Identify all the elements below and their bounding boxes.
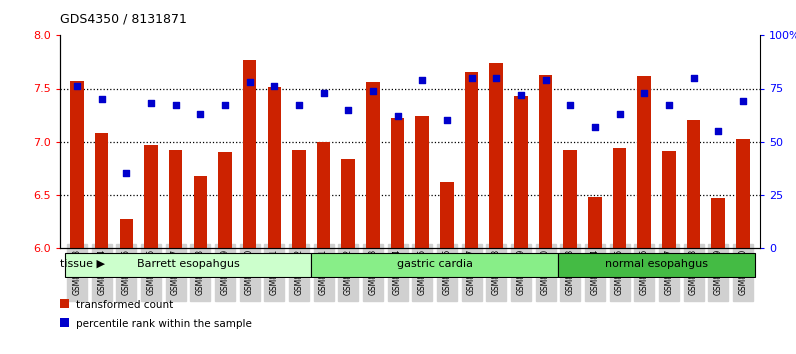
Bar: [558, 253, 755, 276]
Bar: [218, 152, 232, 248]
Point: [293, 103, 306, 108]
Point: [736, 98, 749, 104]
Bar: [243, 60, 256, 248]
Point: [392, 113, 404, 119]
Bar: [64, 253, 311, 276]
Point: [367, 88, 380, 93]
Bar: [341, 159, 355, 248]
Point: [588, 124, 601, 130]
Text: normal esopahgus: normal esopahgus: [605, 259, 708, 269]
Point: [465, 75, 478, 81]
Text: GDS4350 / 8131871: GDS4350 / 8131871: [60, 12, 186, 25]
Bar: [169, 150, 182, 248]
Point: [539, 77, 552, 83]
Point: [71, 84, 84, 89]
Bar: [465, 72, 478, 248]
Bar: [267, 87, 281, 248]
Bar: [736, 139, 750, 248]
Bar: [366, 82, 380, 248]
Point: [170, 103, 182, 108]
Point: [613, 111, 626, 117]
Bar: [193, 176, 207, 248]
Bar: [687, 120, 700, 248]
Bar: [95, 133, 108, 248]
Text: Barrett esopahgus: Barrett esopahgus: [137, 259, 240, 269]
Point: [342, 107, 355, 113]
Text: tissue ▶: tissue ▶: [60, 259, 105, 269]
Bar: [311, 253, 558, 276]
Bar: [662, 151, 676, 248]
Point: [244, 79, 256, 85]
Point: [416, 77, 428, 83]
Bar: [514, 96, 528, 248]
Point: [662, 103, 675, 108]
Point: [712, 128, 724, 134]
Point: [318, 90, 330, 96]
Bar: [712, 198, 725, 248]
Point: [687, 75, 700, 81]
Point: [514, 92, 527, 98]
Bar: [70, 81, 84, 248]
Bar: [539, 75, 552, 248]
Bar: [292, 150, 306, 248]
Bar: [440, 182, 454, 248]
Bar: [490, 63, 503, 248]
Bar: [588, 197, 602, 248]
Point: [145, 101, 158, 106]
Point: [490, 75, 502, 81]
Text: gastric cardia: gastric cardia: [396, 259, 473, 269]
Point: [268, 84, 281, 89]
Point: [564, 103, 576, 108]
Bar: [317, 142, 330, 248]
Point: [638, 90, 650, 96]
Bar: [119, 219, 133, 248]
Bar: [144, 145, 158, 248]
Bar: [613, 148, 626, 248]
Point: [194, 111, 207, 117]
Bar: [416, 116, 429, 248]
Bar: [564, 150, 577, 248]
Text: percentile rank within the sample: percentile rank within the sample: [76, 319, 252, 329]
Bar: [638, 76, 651, 248]
Point: [440, 118, 453, 123]
Bar: [391, 118, 404, 248]
Point: [120, 171, 133, 176]
Text: transformed count: transformed count: [76, 299, 173, 310]
Point: [219, 103, 232, 108]
Point: [96, 96, 108, 102]
